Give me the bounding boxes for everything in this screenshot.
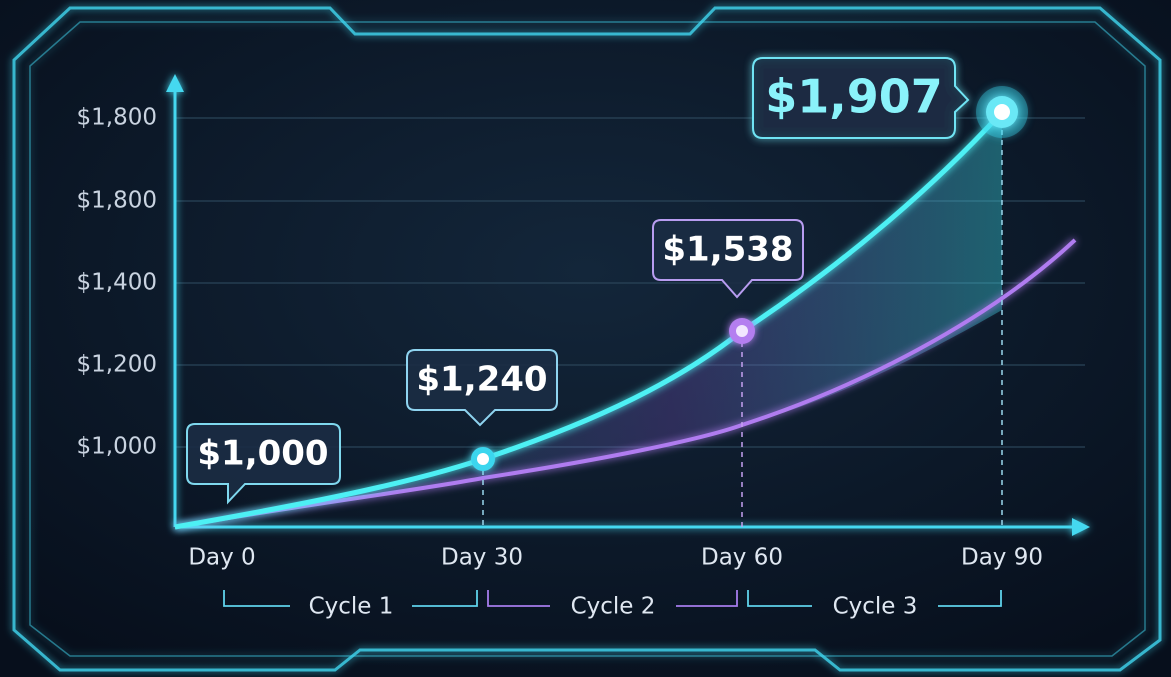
y-label: $1,400 (77, 270, 157, 296)
cycle-label: Cycle 1 (309, 594, 394, 620)
callout-label: $1,538 (662, 230, 793, 270)
y-label: $1,000 (77, 434, 157, 460)
callout-label: $1,907 (765, 70, 943, 124)
point-core (736, 325, 748, 337)
page: $1,800 $1,800 $1,400 $1,200 $1,000 $1,00… (0, 0, 1171, 677)
dashboard: $1,800 $1,800 $1,400 $1,200 $1,000 $1,00… (0, 0, 1171, 677)
y-label: $1,200 (77, 352, 157, 378)
y-label: $1,800 (77, 188, 157, 214)
callout-label: $1,000 (197, 434, 328, 474)
cycle-label: Cycle 2 (571, 594, 656, 620)
y-label: $1,800 (77, 105, 157, 131)
cycle-label: Cycle 3 (833, 594, 918, 620)
x-label: Day 60 (701, 545, 783, 571)
callout-label: $1,240 (416, 360, 547, 400)
point-core (477, 453, 489, 465)
x-label: Day 0 (188, 545, 255, 571)
point-core (994, 104, 1010, 120)
x-label: Day 90 (961, 545, 1043, 571)
x-label: Day 30 (441, 545, 523, 571)
